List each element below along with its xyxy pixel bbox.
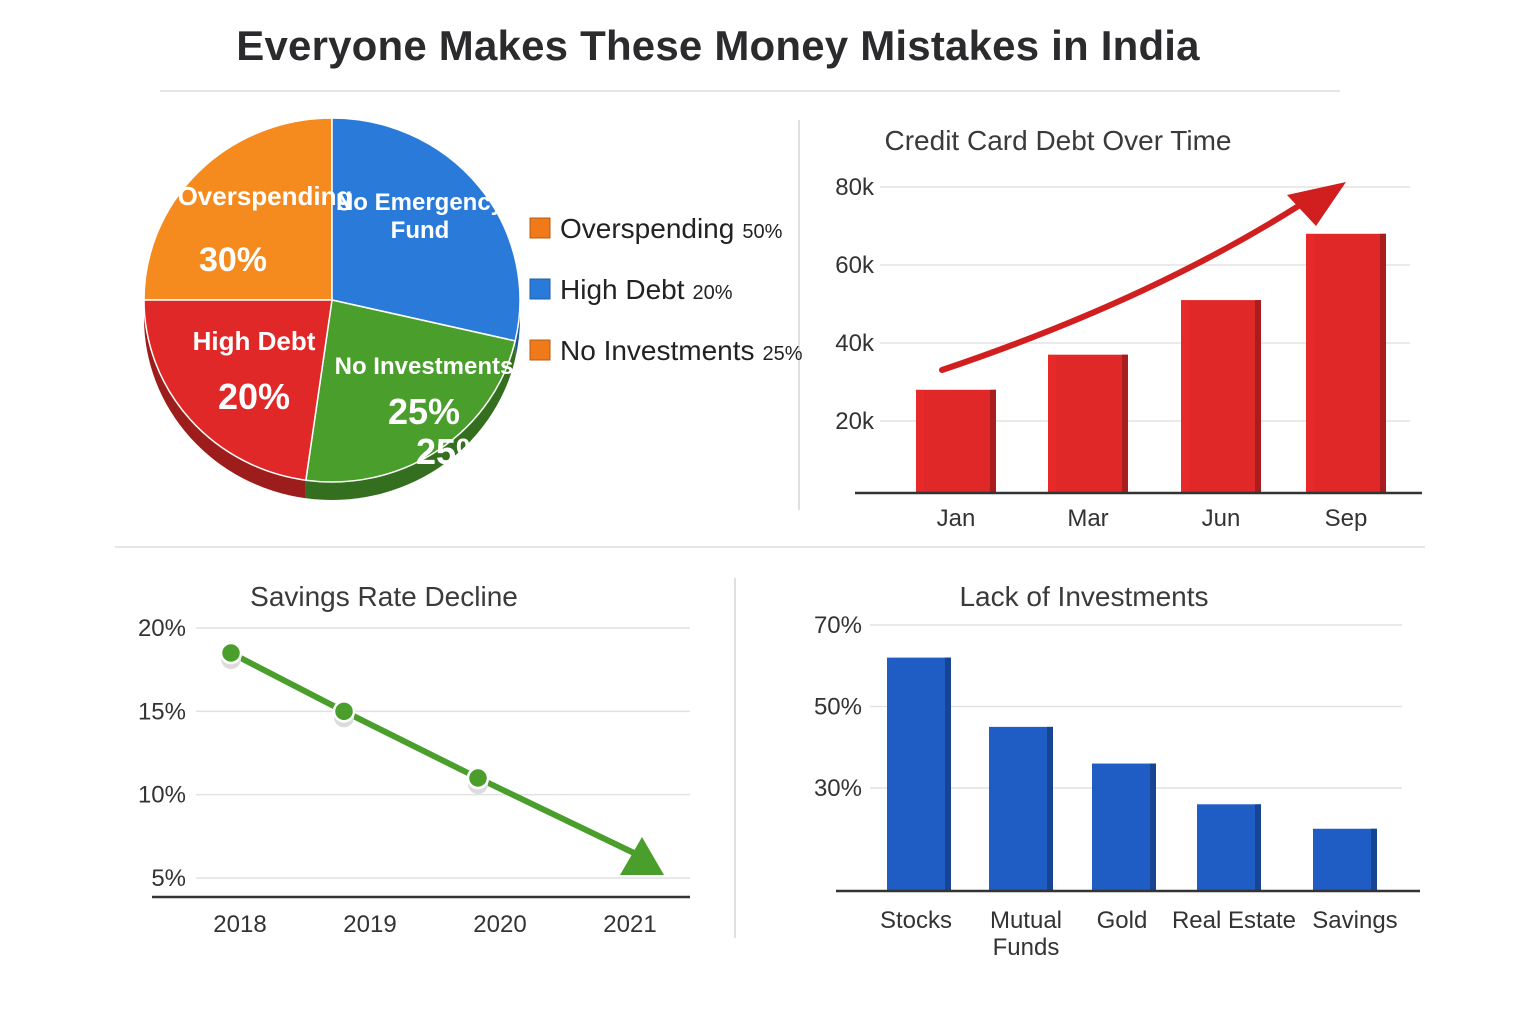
savings-rate-chart: Savings Rate Decline 5% 10% 15% 20% 2018 2019 2… [138, 581, 690, 938]
x-tick-label: 2020 [473, 911, 526, 938]
y-tick-label: 15% [138, 698, 186, 725]
bar-shadow [1380, 233, 1386, 494]
x-tick-label: Savings [1312, 907, 1397, 934]
bar-jan [916, 389, 996, 493]
bar-highlight [1181, 300, 1189, 493]
x-tick-label: Jun [1202, 505, 1241, 532]
pie-percent-label: 20% [218, 376, 290, 417]
bar-shadow [945, 657, 951, 891]
y-tick-label: 30% [814, 775, 862, 802]
data-point-2018 [219, 641, 243, 665]
y-tick-label: 60k [835, 252, 875, 279]
bar-shadow [1255, 300, 1261, 493]
bar-sep [1306, 233, 1386, 494]
legend-entry: High Debt 20% [560, 274, 733, 305]
x-tick-label: Funds [993, 934, 1060, 961]
legend-swatch [529, 339, 551, 361]
trend-arrow-line [939, 202, 1303, 373]
title-divider [160, 90, 1340, 92]
column-divider-top [798, 120, 800, 510]
x-tick-label: Mar [1067, 505, 1108, 532]
pie-label: Overspending [178, 181, 353, 211]
pie-percent-label: 25% [416, 431, 488, 472]
x-tick-label: Sep [1325, 505, 1368, 532]
bar-shadow [990, 389, 996, 493]
legend-swatch [529, 217, 551, 239]
bar-shadow [1122, 354, 1128, 493]
legend-label: No Investments [560, 335, 755, 366]
series-arrow-head [620, 837, 664, 875]
bar-mar [1048, 354, 1128, 493]
legend-label: Overspending [560, 213, 734, 244]
bar-shadow [1255, 804, 1261, 891]
pie-rim-high-debt [144, 300, 306, 499]
y-tick-label: 20k [835, 408, 875, 435]
bar-highlight [1306, 233, 1314, 494]
y-tick-label: 80k [835, 174, 875, 201]
legend-entry: Overspending 50% [560, 213, 783, 244]
legend-percent: 25% [763, 343, 803, 365]
legend-label: High Debt [560, 274, 685, 305]
series-line [229, 650, 636, 856]
bar-gold [1092, 763, 1156, 891]
y-tick-label: 50% [814, 694, 862, 721]
bar-real-estate [1197, 804, 1261, 891]
data-point-2019 [332, 700, 356, 723]
page-title: Everyone Makes These Money Mistakes in I… [236, 22, 1200, 69]
pie-slice-no-emergency-fund [331, 117, 521, 342]
pie-percent-label: 25% [388, 391, 460, 432]
x-tick-label: Real Estate [1172, 907, 1296, 934]
legend-swatch [529, 278, 551, 300]
x-tick-label: Mutual [990, 907, 1062, 934]
pie-slice-high-debt [143, 299, 333, 482]
bar-stocks [887, 657, 951, 891]
x-tick-label: Stocks [880, 907, 952, 934]
bar-shadow [1371, 828, 1377, 891]
chart-title: Lack of Investments [959, 581, 1208, 612]
chart-title: Credit Card Debt Over Time [885, 125, 1232, 156]
chart-title: Savings Rate Decline [250, 581, 518, 612]
y-tick-label: 40k [835, 330, 875, 357]
y-tick-label: 10% [138, 782, 186, 809]
bar-shadow [1150, 763, 1156, 891]
legend-percent: 50% [742, 221, 782, 243]
x-tick-label: Gold [1097, 907, 1148, 934]
pie-label: High Debt [193, 326, 316, 356]
trend-arrow-head [1287, 182, 1346, 226]
column-divider-bottom [734, 578, 736, 938]
section-divider [115, 546, 1425, 548]
bar-highlight [1048, 354, 1056, 493]
legend-percent: 20% [693, 282, 733, 304]
bar-savings [1313, 828, 1377, 891]
credit-card-debt-chart: Credit Card Debt Over Time 20k 40k 60k 80k Ja… [835, 125, 1422, 532]
y-tick-label: 5% [151, 865, 186, 892]
x-tick-label: Jan [937, 505, 976, 532]
pie-label: No Investments [335, 353, 514, 380]
x-tick-label: 2021 [603, 911, 656, 938]
pie-slice-overspending [143, 117, 333, 301]
bar-jun [1181, 300, 1261, 493]
pie-label: Fund [391, 217, 450, 244]
bar-mutual-funds [989, 726, 1053, 891]
data-point-2020 [466, 766, 490, 790]
y-tick-label: 20% [138, 615, 186, 642]
bar-shadow [1047, 726, 1053, 891]
x-tick-label: 2019 [343, 911, 396, 938]
pie-slice-no-investments [304, 299, 517, 483]
legend-entry: No Investments 25% [560, 335, 803, 366]
bar-highlight [916, 389, 924, 493]
y-tick-label: 70% [814, 612, 862, 639]
x-tick-label: 2018 [213, 911, 266, 938]
pie-percent-label: 30% [199, 241, 267, 279]
pie-label: No Emergency [336, 189, 505, 216]
